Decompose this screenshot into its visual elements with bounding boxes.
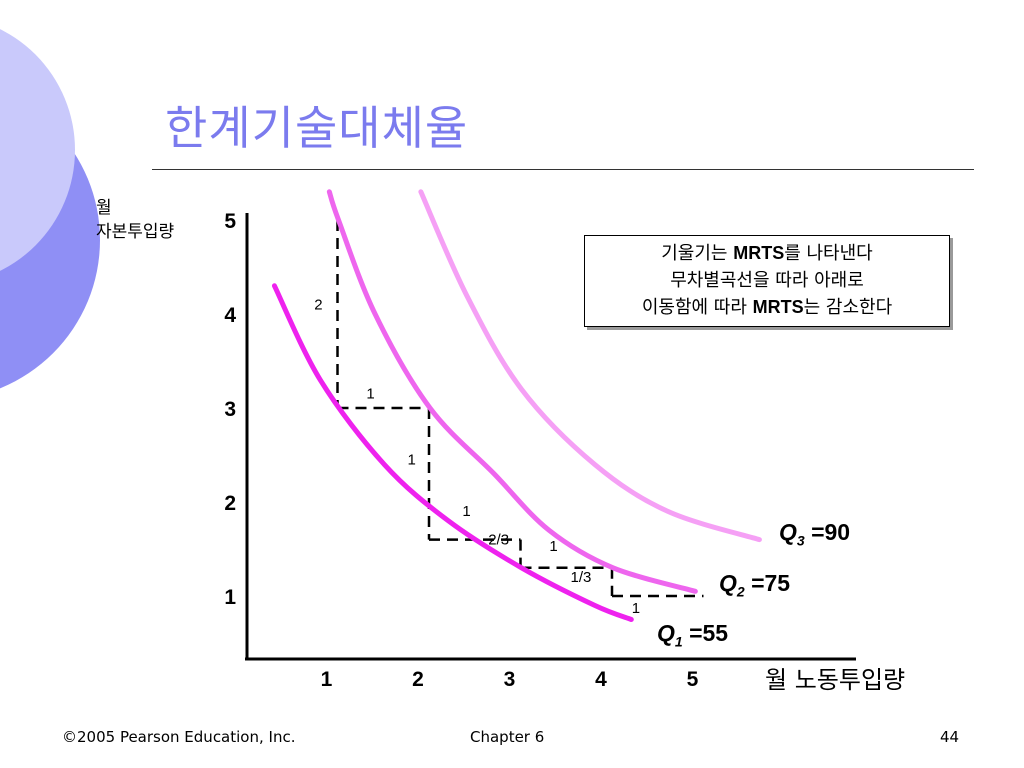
q3-label-name: Q: [779, 519, 797, 545]
x-tick-label: 5: [687, 668, 699, 691]
q2-label-value: =75: [751, 570, 791, 596]
mrts-step-label: 1: [366, 386, 374, 403]
mrts-step-label: 1: [408, 451, 416, 468]
q2-isoquant-line: [326, 189, 698, 594]
y-tick-label: 2: [224, 492, 236, 515]
slide-title: 한계기술대체율: [165, 101, 469, 155]
callout-line2: 무차별곡선을 따라 아래로: [670, 270, 864, 291]
callout-line1: 기울기는 MRTS를 나타낸다: [585, 240, 949, 267]
q3-label: Q3 =90: [779, 519, 850, 549]
y-tick-label: 4: [224, 304, 236, 327]
mrts-step-label: 1: [549, 538, 557, 555]
callout-line3-bold: MRTS: [752, 297, 804, 317]
decorative-circles: [0, 29, 100, 389]
y-axis-label-line1: 월: [96, 198, 112, 218]
x-tick-label: 1: [321, 668, 333, 691]
mrts-step-label: 1/3: [571, 569, 592, 586]
callout-line3-post: 는 감소한다: [803, 297, 893, 318]
deco-circle-light: [0, 29, 75, 271]
footer-page-number: 44: [940, 728, 960, 746]
x-tick-label: 3: [504, 668, 516, 691]
mrts-step-label: 1: [462, 503, 470, 520]
y-tick-label: 5: [224, 210, 236, 233]
axis-ticks: 1 2 3 4 5 1 2 3 4 5: [224, 210, 698, 691]
chart-axes: [245, 213, 856, 661]
callout-line3: 이동함에 따라 MRTS는 감소한다: [585, 294, 949, 321]
q3-label-value: =90: [811, 519, 851, 545]
q1-isoquant-line: [271, 283, 634, 622]
mrts-step-label: 1: [632, 600, 640, 617]
y-tick-label: 1: [224, 586, 236, 609]
mrts-step-label: 2/3: [488, 531, 509, 548]
title-divider: [152, 169, 974, 170]
callout-line1-bold: MRTS: [733, 243, 785, 263]
footer-chapter: Chapter 6: [470, 728, 545, 746]
q1-label-sub: 1: [674, 633, 683, 650]
footer-copyright: ©2005 Pearson Education, Inc.: [62, 728, 296, 746]
x-axis-label: 월 노동투입량: [765, 666, 906, 694]
mrts-step-label: 2: [314, 296, 322, 313]
callout-line3-pre: 이동함에 따라: [641, 297, 753, 318]
q2-label-name: Q: [719, 570, 737, 596]
q3-label-sub: 3: [796, 532, 805, 549]
x-tick-label: 4: [595, 668, 607, 691]
mrts-callout-box: 기울기는 MRTS를 나타낸다 무차별곡선을 따라 아래로 이동함에 따라 MR…: [584, 235, 950, 327]
x-tick-label: 2: [412, 668, 424, 691]
q1-label-value: =55: [689, 620, 729, 646]
y-axis-label-line2: 자본투입량: [96, 222, 175, 242]
callout-line1-pre: 기울기는: [661, 243, 734, 264]
q1-label: Q1 =55: [657, 620, 728, 650]
q3-isoquant-line: [418, 189, 762, 543]
y-axis-label: 월 자본투입량: [96, 196, 174, 244]
mrts-steps: 2 1 1 1 2/3 1 1/3 1: [314, 220, 704, 617]
y-tick-label: 3: [224, 398, 236, 421]
q2-label-sub: 2: [736, 583, 745, 600]
q2-label: Q2 =75: [719, 570, 790, 600]
isoquant-curves: [271, 189, 762, 622]
q1-label-name: Q: [657, 620, 675, 646]
callout-line1-post: 를 나타낸다: [784, 243, 873, 264]
